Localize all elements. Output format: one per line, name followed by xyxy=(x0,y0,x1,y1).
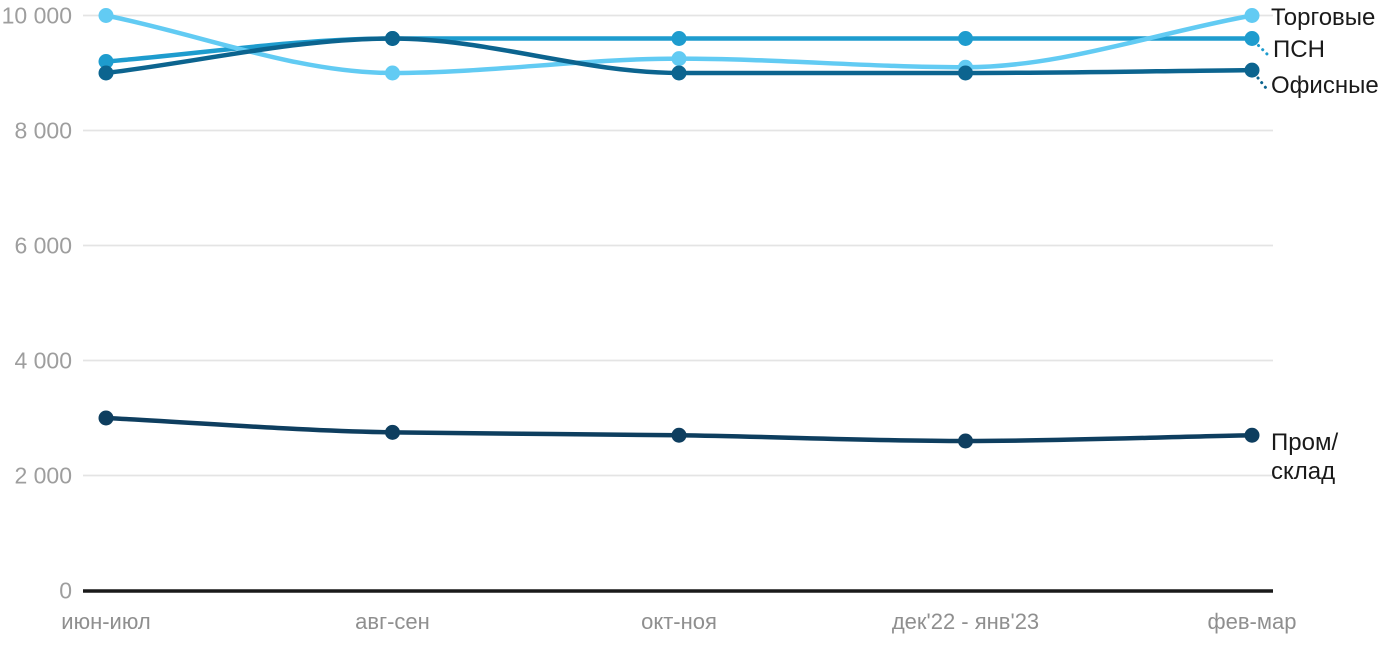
data-point-prom-sklad xyxy=(385,424,400,440)
data-point-psn xyxy=(958,31,973,46)
data-point-prom-sklad xyxy=(98,410,114,426)
x-axis-tick-label: окт-ноя xyxy=(641,609,717,634)
y-axis-tick-label: 4 000 xyxy=(14,348,72,374)
data-point-prom-sklad xyxy=(671,427,687,443)
y-axis-tick-label: 10 000 xyxy=(2,3,72,29)
y-axis-tick-label: 0 xyxy=(59,578,72,604)
x-axis-tick-label: фев-мар xyxy=(1208,609,1297,634)
x-axis-tick-label: дек'22 - янв'23 xyxy=(892,609,1039,634)
data-point-ofisnye xyxy=(385,31,400,46)
data-point-psn xyxy=(1244,31,1260,46)
data-point-ofisnye xyxy=(98,65,114,81)
y-axis-tick-label: 6 000 xyxy=(14,233,72,259)
series-label-ofisnye: Офисные xyxy=(1271,72,1379,99)
series-label-psn: ПСН xyxy=(1273,36,1325,63)
data-point-torgovye xyxy=(671,51,687,67)
data-point-prom-sklad xyxy=(1244,427,1260,443)
data-point-torgovye xyxy=(98,8,114,23)
y-axis-tick-label: 2 000 xyxy=(14,463,72,489)
series-label-torgovye: Торговые xyxy=(1271,4,1376,31)
label-leader-line-ofisnye xyxy=(1256,76,1269,92)
y-axis-tick-label: 8 000 xyxy=(14,118,72,144)
x-axis-tick-label: авг-сен xyxy=(355,609,430,634)
data-point-psn xyxy=(671,31,687,46)
series-label-prom-sklad: Пром/склад xyxy=(1271,429,1339,485)
label-leader-line-psn xyxy=(1257,44,1269,56)
data-point-prom-sklad xyxy=(958,433,973,449)
data-point-torgovye xyxy=(385,65,400,81)
data-point-ofisnye xyxy=(1244,62,1260,78)
x-axis-tick-label: июн-июл xyxy=(61,609,150,634)
data-point-psn xyxy=(98,54,114,69)
data-point-ofisnye xyxy=(671,65,687,81)
data-point-ofisnye xyxy=(958,65,973,81)
data-point-torgovye xyxy=(1244,8,1260,23)
